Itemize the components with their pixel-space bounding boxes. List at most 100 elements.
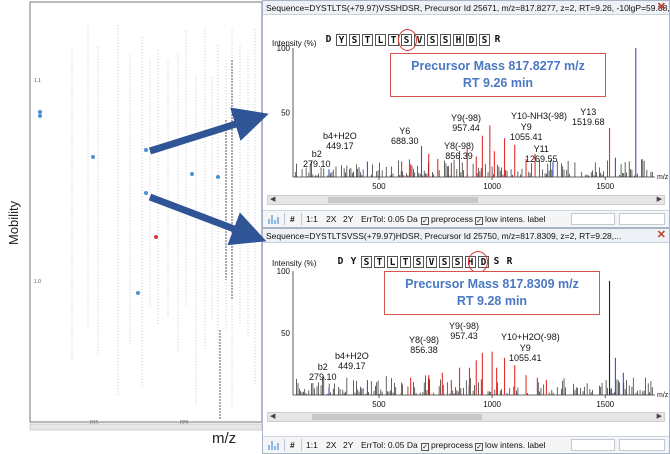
toolbar-separator bbox=[301, 213, 302, 225]
ion-mz: 1519.68 bbox=[572, 117, 605, 127]
sequence-residue: R bbox=[506, 256, 513, 267]
y-tick-label: 100 bbox=[277, 44, 291, 53]
toolbar-separator bbox=[284, 213, 285, 225]
x-axis-label: m/z bbox=[212, 430, 237, 447]
mobility-plot: 1.1 1.0 815 820 Mobility m/z bbox=[0, 0, 263, 454]
panel-2-zoom-2x-button[interactable]: 2X bbox=[326, 440, 337, 450]
ion-label: b2 279.10 bbox=[309, 362, 337, 382]
scroll-right-icon[interactable]: ▶ bbox=[656, 413, 662, 420]
ion-mz: 856.38 bbox=[410, 345, 438, 355]
spectrum-icon[interactable] bbox=[267, 439, 281, 451]
ion-name: Y6 bbox=[399, 126, 411, 136]
ion-mz: 449.17 bbox=[338, 361, 366, 371]
mobility-dot bbox=[154, 235, 158, 239]
mobility-dot bbox=[216, 175, 220, 179]
panel-1-toolbar-field-2[interactable] bbox=[619, 213, 665, 225]
toolbar-separator bbox=[284, 439, 285, 451]
ion-label: Y10-NH3(-98) bbox=[511, 111, 567, 121]
x-tick-label: 1000 bbox=[483, 182, 501, 191]
ion-name: Y10-NH3(-98) bbox=[511, 111, 568, 121]
panel-1-errtol-label: ErrTol: 0.05 Da bbox=[361, 214, 418, 224]
panel-2-preprocess-label: preprocess bbox=[431, 440, 474, 450]
ion-label: Y8(-98) 856.39 bbox=[444, 141, 474, 161]
sequence-residue: S bbox=[349, 34, 360, 46]
mobility-dot bbox=[144, 191, 148, 195]
sequence-residue: V bbox=[426, 256, 437, 268]
panel-2-retention-time: RT 9.28 min bbox=[456, 294, 528, 308]
panel-1-preprocess-toggle[interactable]: ✓ preprocess bbox=[421, 214, 473, 225]
sequence-residue: D bbox=[325, 34, 332, 45]
ion-label: b4+H2O 449.17 bbox=[335, 351, 369, 371]
ion-name: Y9 bbox=[519, 343, 531, 353]
sequence-residue: S bbox=[361, 256, 372, 268]
panel-2-toolbar-field-1[interactable] bbox=[571, 439, 615, 451]
mobility-dot bbox=[144, 148, 148, 152]
ion-label: Y8(-98) 856.38 bbox=[409, 335, 439, 355]
ion-name: Y13 bbox=[580, 107, 597, 117]
panel-1-close-icon[interactable]: ✕ bbox=[656, 1, 666, 13]
mz-tick-815: 815 bbox=[90, 420, 99, 426]
mobility-dot bbox=[136, 291, 140, 295]
mobility-dot bbox=[38, 110, 42, 114]
panel-1-low-intens-toggle[interactable]: ✓ low intens. label bbox=[475, 214, 545, 225]
panel-2-low-intens-label: low intens. label bbox=[485, 440, 546, 450]
panel-1-hash-button[interactable]: # bbox=[290, 214, 295, 224]
ion-name: b2 bbox=[317, 362, 328, 372]
panel-2-toolbar: # 1:1 2X 2Y ErrTol: 0.05 Da ✓ preprocess … bbox=[263, 436, 669, 453]
panel-1-scroll-thumb[interactable] bbox=[328, 197, 478, 203]
panel-1-zoom-2y-button[interactable]: 2Y bbox=[343, 214, 354, 224]
checkbox-checked-icon[interactable]: ✓ bbox=[421, 217, 429, 225]
panel-1-zoom-2x-button[interactable]: 2X bbox=[326, 214, 337, 224]
sequence-residue: Y bbox=[336, 34, 347, 46]
sequence-residue: L bbox=[387, 256, 398, 268]
panel-2-scrollbar[interactable]: ◀ ▶ bbox=[267, 412, 665, 422]
mobility-plot-frame bbox=[29, 1, 263, 423]
mobility-dot bbox=[91, 155, 95, 159]
panel-1-retention-time: RT 9.26 min bbox=[462, 76, 534, 90]
checkbox-checked-icon[interactable]: ✓ bbox=[475, 443, 483, 451]
scroll-left-icon[interactable]: ◀ bbox=[270, 196, 276, 203]
panel-1-precursor-mass: Precursor Mass 817.8277 m/z bbox=[411, 59, 585, 73]
ion-label: Y9(-98) 957.44 bbox=[451, 113, 481, 133]
x-unit-label: m/z bbox=[657, 392, 669, 399]
ion-mz: 1055.41 bbox=[510, 132, 543, 142]
ion-label: Y6 688.30 bbox=[391, 126, 419, 146]
panel-2-hash-button[interactable]: # bbox=[290, 440, 295, 450]
panel-2-precursor-mass: Precursor Mass 817.8309 m/z bbox=[405, 277, 579, 291]
checkbox-checked-icon[interactable]: ✓ bbox=[475, 217, 483, 225]
sequence-residue: Y bbox=[350, 256, 357, 267]
panel-2-zoom-2y-button[interactable]: 2Y bbox=[343, 440, 354, 450]
ion-name: Y9(-98) bbox=[451, 113, 482, 123]
sequence-residue: T bbox=[400, 256, 411, 268]
sequence-residue: L bbox=[375, 34, 386, 46]
panel-2-close-icon[interactable]: ✕ bbox=[656, 229, 666, 241]
y-tick-label: 100 bbox=[277, 267, 291, 276]
ion-mz: 856.39 bbox=[445, 151, 473, 161]
scroll-right-icon[interactable]: ▶ bbox=[656, 196, 662, 203]
sequence-residue: T bbox=[374, 256, 385, 268]
scroll-left-icon[interactable]: ◀ bbox=[270, 413, 276, 420]
sequence-residue: H bbox=[453, 34, 464, 46]
sequence-residue: T bbox=[362, 34, 373, 46]
panel-1-toolbar-field-1[interactable] bbox=[571, 213, 615, 225]
checkbox-checked-icon[interactable]: ✓ bbox=[421, 443, 429, 451]
panel-1-preprocess-label: preprocess bbox=[431, 214, 474, 224]
ion-label: b2 279.10 bbox=[303, 149, 331, 169]
y-tick-label: 50 bbox=[281, 329, 290, 338]
ion-name: Y10+H2O(-98) bbox=[501, 332, 560, 342]
spectrum-icon[interactable] bbox=[267, 213, 281, 225]
panel-2-zoom-1-1-button[interactable]: 1:1 bbox=[306, 440, 318, 450]
mz-tick-820: 820 bbox=[180, 420, 189, 426]
panel-2-low-intens-toggle[interactable]: ✓ low intens. label bbox=[475, 440, 545, 451]
panel-1-spectrum: 100 50 500 1000 1500 m/z bbox=[277, 44, 669, 191]
panel-1-intensity-label: Intensity (%) bbox=[272, 39, 317, 48]
panel-2-scroll-thumb[interactable] bbox=[312, 414, 482, 420]
panel-1-scrollbar[interactable]: ◀ ▶ bbox=[267, 195, 665, 205]
panel-2-preprocess-toggle[interactable]: ✓ preprocess bbox=[421, 440, 473, 451]
ion-name: b4+H2O bbox=[323, 131, 357, 141]
panel-2-toolbar-field-2[interactable] bbox=[619, 439, 665, 451]
x-tick-label: 500 bbox=[372, 400, 386, 409]
sequence-residue: D bbox=[337, 256, 344, 267]
panel-1-zoom-1-1-button[interactable]: 1:1 bbox=[306, 214, 318, 224]
